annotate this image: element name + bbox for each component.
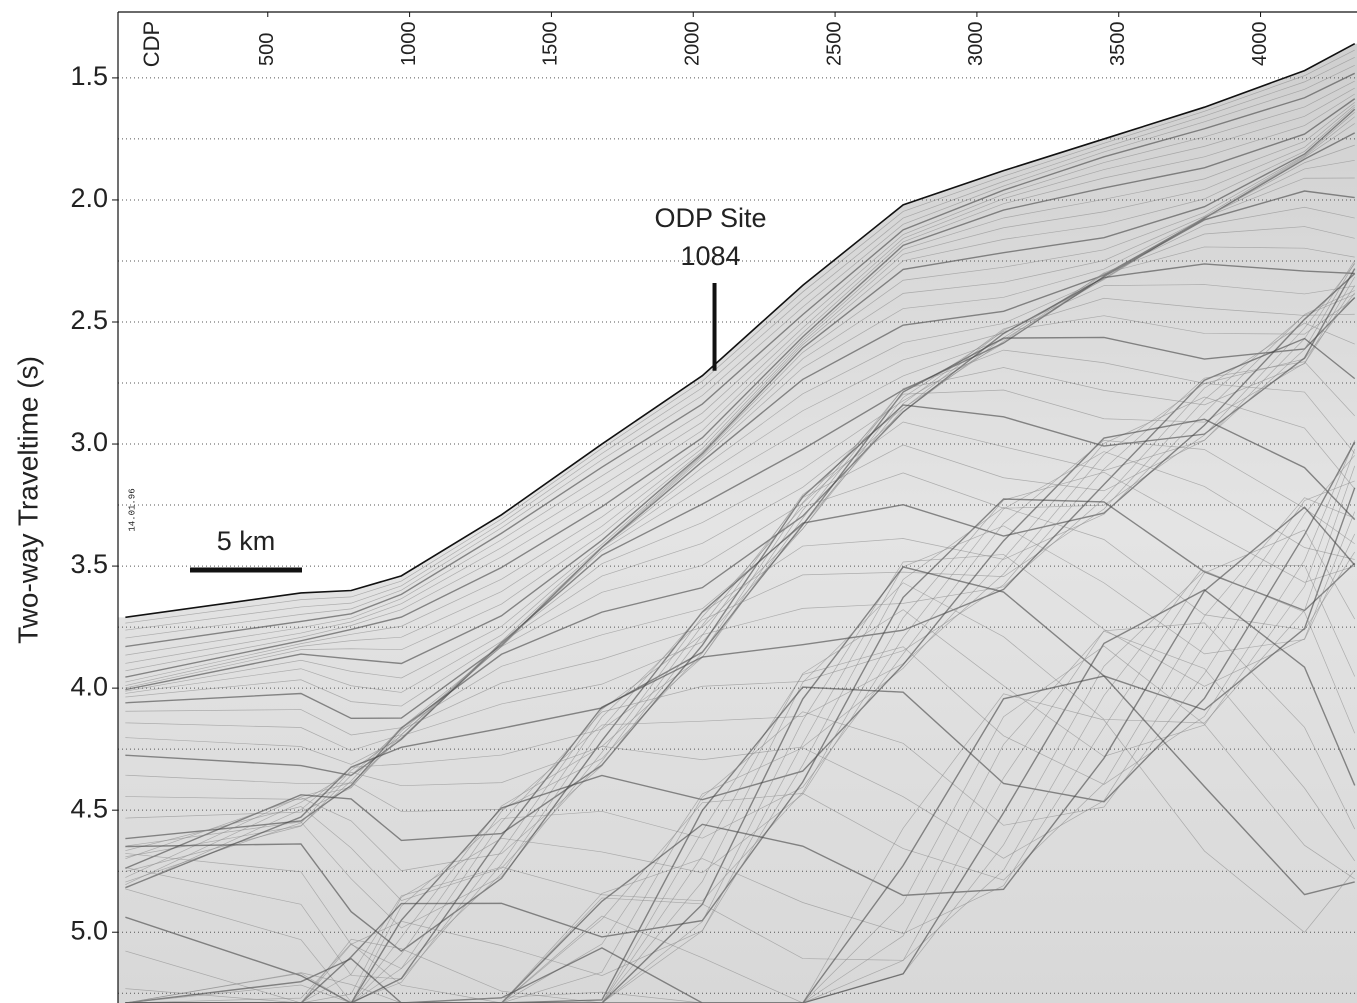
y-tick-label: 1.5 <box>70 61 108 91</box>
y-tick-label: 3.0 <box>70 427 108 457</box>
x-tick-label: 3500 <box>1107 22 1129 67</box>
section <box>118 44 1357 1003</box>
y-axis-label: Two-way Traveltime (s) <box>12 356 43 644</box>
site-label: 1084 <box>680 241 740 271</box>
scale-bar-label: 5 km <box>217 526 276 556</box>
y-tick-label: 5.0 <box>70 915 108 945</box>
x-axis-label: CDP <box>139 21 164 67</box>
x-tick-label: 1500 <box>540 22 562 67</box>
date-stamp: 14.01.96 <box>127 488 137 531</box>
x-tick-label: 4000 <box>1249 22 1271 67</box>
x-tick-label: 2500 <box>823 22 845 67</box>
y-tick-label: 4.5 <box>70 793 108 823</box>
y-tick-label: 3.5 <box>70 549 108 579</box>
y-tick-label: 2.0 <box>70 183 108 213</box>
x-tick-label: 3000 <box>965 22 987 67</box>
x-tick-label: 500 <box>256 33 278 66</box>
x-tick-label: 1000 <box>398 22 420 67</box>
site-label: ODP Site <box>654 203 766 233</box>
y-tick-label: 4.0 <box>70 671 108 701</box>
x-tick-label: 2000 <box>682 22 704 67</box>
y-tick-label: 2.5 <box>70 305 108 335</box>
chart: 1.5 2.0 2.5 3.0 3.5 4.0 4.5 5.0 500 1000 1500 2000 2… <box>0 0 1357 1003</box>
